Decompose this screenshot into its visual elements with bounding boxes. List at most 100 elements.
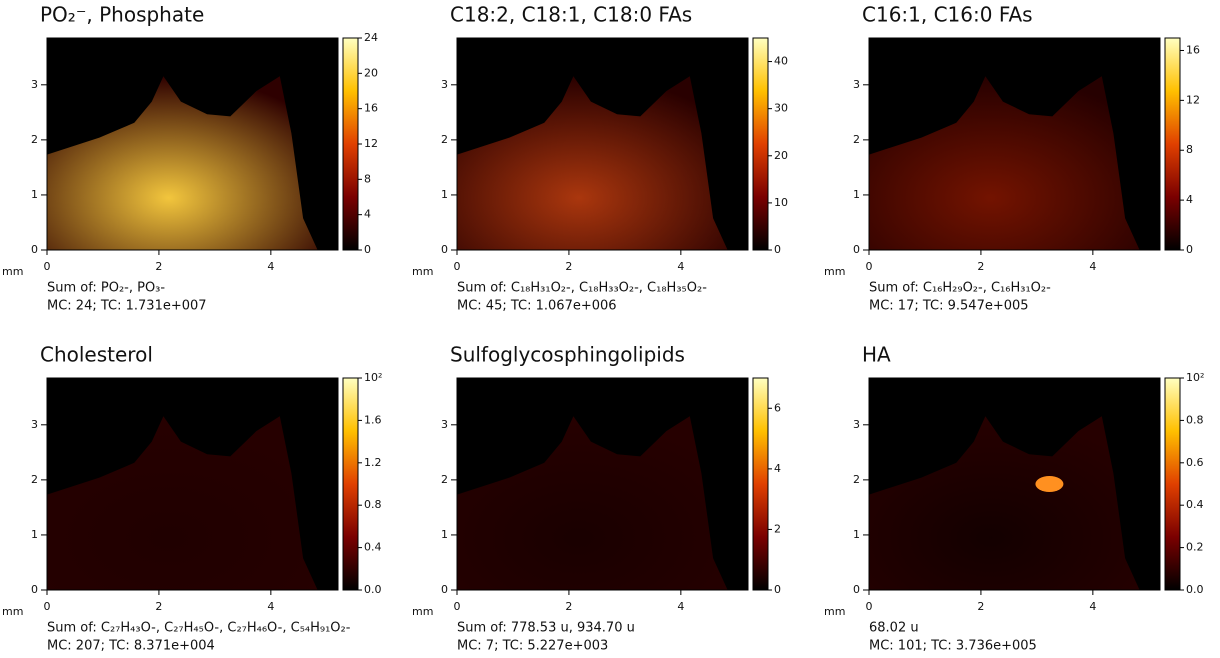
caption-line: 68.02 u — [869, 621, 919, 636]
colorbar-tick-label: 0.8 — [364, 498, 382, 511]
caption-line: MC: 101; TC: 3.736e+005 — [869, 639, 1037, 654]
tissue — [47, 76, 318, 250]
colorbar-tick-label: 1.6 — [364, 413, 382, 426]
plot-frame — [46, 377, 339, 591]
y-tick-label: 0 — [31, 583, 38, 596]
colorbar-tick-label: 12 — [1186, 93, 1200, 106]
x-tick-label: 0 — [454, 260, 461, 273]
caption-line: Sum of: 778.53 u, 934.70 u — [457, 621, 635, 636]
colorbar-tick-label: 8 — [364, 172, 371, 185]
y-tick-label: 1 — [853, 188, 860, 201]
y-tick-label: 2 — [441, 133, 448, 146]
colorbar-tick-label: 2 — [774, 522, 781, 535]
y-tick-label: 0 — [441, 583, 448, 596]
colorbar-tick-label: 0.6 — [1186, 456, 1204, 469]
caption-line: MC: 24; TC: 1.731e+007 — [47, 299, 207, 314]
y-tick-label: 0 — [441, 243, 448, 256]
hotspot — [1035, 476, 1064, 492]
y-tick-label: 3 — [441, 78, 448, 91]
y-tick-label: 1 — [31, 528, 38, 541]
colorbar-tick-label: 0 — [774, 243, 781, 256]
x-tick-label: 0 — [866, 600, 873, 613]
y-tick-label: 2 — [441, 473, 448, 486]
colorbar-tick-label: 24 — [364, 31, 378, 44]
x-tick-label: 2 — [565, 600, 572, 613]
colorbar-tick-label: 8 — [1186, 143, 1193, 156]
colorbar-tick-label: 6 — [774, 401, 781, 414]
colorbar-tick-label: 10 — [774, 196, 788, 209]
x-axis-label: mm — [2, 605, 23, 618]
y-tick-label: 0 — [853, 243, 860, 256]
plot-frame — [456, 37, 749, 251]
panel-title: Sulfoglycosphingolipids — [450, 343, 685, 367]
x-tick-label: 2 — [977, 600, 984, 613]
colorbar-tick-label: 0.0 — [364, 583, 382, 596]
colorbar-tick-label: 0 — [774, 583, 781, 596]
colorbar-tick-label: 1.2 — [364, 456, 382, 469]
colorbar-tick-label: 0.2 — [1186, 541, 1204, 554]
caption-line: Sum of: PO₂-, PO₃- — [47, 281, 165, 296]
colorbar-tick-label: 0.0 — [1186, 583, 1204, 596]
x-tick-label: 4 — [1089, 260, 1096, 273]
colorbar-tick-label: 16 — [1186, 43, 1200, 56]
colorbar-tick-label: 0.8 — [1186, 413, 1204, 426]
x-tick-label: 2 — [977, 260, 984, 273]
colorbar — [752, 37, 769, 251]
tissue — [869, 416, 1140, 590]
panel: HA 0 2 4 0 1 2 3 mm 0.0 0.2 0.4 0.6 0.8 10² 68.02 u MC: … — [824, 343, 1204, 654]
y-tick-label: 1 — [853, 528, 860, 541]
colorbar-tick-label: 0 — [1186, 243, 1193, 256]
colorbar-tick-label: 40 — [774, 55, 788, 68]
colorbar — [342, 377, 359, 591]
x-tick-label: 4 — [267, 600, 274, 613]
colorbar-tick-label: 10² — [364, 371, 382, 384]
colorbar-tick-label: 20 — [774, 149, 788, 162]
y-tick-label: 1 — [31, 188, 38, 201]
colorbar-tick-label: 0.4 — [364, 541, 382, 554]
tissue — [869, 76, 1140, 250]
colorbar — [752, 377, 769, 591]
panel-title: Cholesterol — [40, 343, 153, 367]
colorbar-tick-label: 10² — [1186, 371, 1204, 384]
colorbar-tick-label: 20 — [364, 66, 378, 79]
caption-line: Sum of: C₁₆H₂₉O₂-, C₁₆H₃₁O₂- — [869, 281, 1051, 296]
x-tick-label: 4 — [1089, 600, 1096, 613]
x-axis-label: mm — [412, 265, 433, 278]
caption-line: MC: 7; TC: 5.227e+003 — [457, 639, 608, 654]
x-tick-label: 2 — [155, 260, 162, 273]
x-tick-label: 4 — [267, 260, 274, 273]
tissue — [47, 416, 318, 590]
panel-title: C18:2, C18:1, C18:0 FAs — [450, 3, 692, 27]
y-tick-label: 0 — [853, 583, 860, 596]
plot-frame — [456, 377, 749, 591]
y-tick-label: 1 — [441, 528, 448, 541]
panel: Sulfoglycosphingolipids 0 2 4 0 1 2 3 mm 0 2 4 6 Sum … — [412, 343, 781, 654]
y-tick-label: 2 — [31, 473, 38, 486]
x-axis-label: mm — [412, 605, 433, 618]
colorbar-tick-label: 30 — [774, 102, 788, 115]
colorbar-tick-label: 0.4 — [1186, 498, 1204, 511]
tissue — [457, 416, 728, 590]
colorbar-tick-label: 16 — [364, 102, 378, 115]
y-tick-label: 2 — [853, 133, 860, 146]
x-axis-label: mm — [2, 265, 23, 278]
y-tick-label: 3 — [441, 418, 448, 431]
y-tick-label: 3 — [31, 78, 38, 91]
caption-line: MC: 207; TC: 8.371e+004 — [47, 639, 215, 654]
colorbar — [342, 37, 359, 251]
x-axis-label: mm — [824, 605, 845, 618]
x-tick-label: 0 — [44, 600, 51, 613]
colorbar-tick-label: 4 — [1186, 193, 1193, 206]
caption-line: Sum of: C₁₈H₃₁O₂-, C₁₈H₃₃O₂-, C₁₈H₃₅O₂- — [457, 281, 707, 296]
x-tick-label: 0 — [44, 260, 51, 273]
y-tick-label: 2 — [853, 473, 860, 486]
x-tick-label: 4 — [677, 260, 684, 273]
colorbar-tick-label: 4 — [774, 462, 781, 475]
plot-frame — [868, 37, 1161, 251]
x-tick-label: 4 — [677, 600, 684, 613]
panel-title: C16:1, C16:0 FAs — [862, 3, 1033, 27]
